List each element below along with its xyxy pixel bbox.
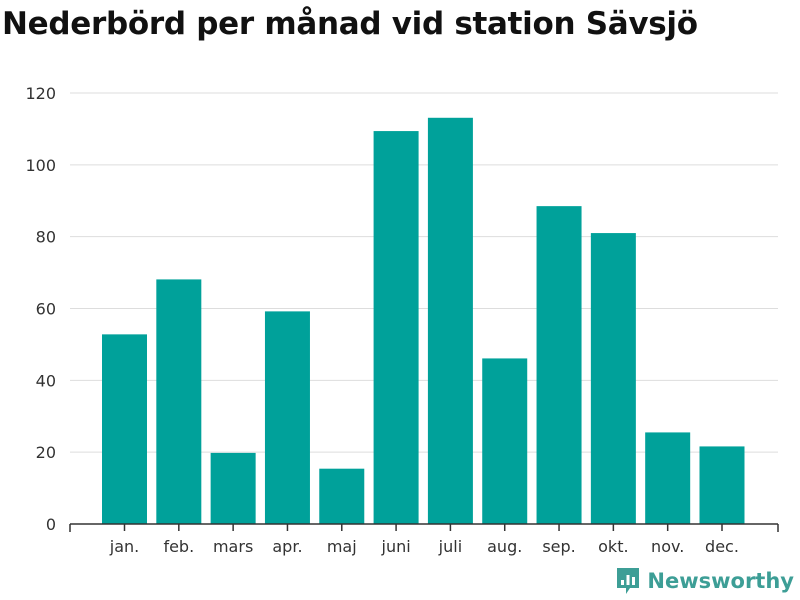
bar [482,358,528,524]
bar [373,131,419,525]
y-tick-label: 40 [36,371,56,390]
x-tick-label: aug. [487,537,522,556]
y-tick-label: 60 [36,300,56,319]
y-tick-label: 20 [36,443,56,462]
x-tick-label: juni [381,537,411,556]
x-axis [69,523,779,532]
x-tick-label: mars [213,537,253,556]
x-tick-label: apr. [272,537,302,556]
x-tick-label: nov. [651,537,684,556]
bar [590,233,636,524]
brand-name: Newsworthy [647,569,794,593]
y-tick-label: 100 [25,156,56,175]
x-tick-label: feb. [163,537,194,556]
x-tick-label: maj [327,537,357,556]
x-tick-label: jan. [109,537,139,556]
bar [264,311,310,524]
bar [319,468,365,524]
bar [536,206,582,524]
bar [156,279,202,524]
y-tick-label: 120 [25,84,56,103]
bar [102,334,147,524]
chart-title: Nederbörd per månad vid station Sävsjö [2,6,698,42]
bar [210,452,256,524]
x-tick-label: okt. [598,537,628,556]
bar [427,117,473,524]
brand-logo: Newsworthy [615,566,794,596]
x-tick-label: sep. [542,537,575,556]
bar [645,432,691,524]
newsworthy-logo-icon [617,568,640,594]
x-tick-label: dec. [705,537,739,556]
x-tick-label: juli [438,537,462,556]
y-tick-label: 0 [46,515,56,534]
x-axis-tick-labels: jan. feb. mars apr. maj juni juli aug. sep. okt. n… [109,537,739,556]
y-tick-label: 80 [36,228,56,247]
bar [699,446,745,524]
y-axis-tick-labels: 0 20 40 60 80 100 120 [25,84,56,534]
bars [102,117,745,525]
